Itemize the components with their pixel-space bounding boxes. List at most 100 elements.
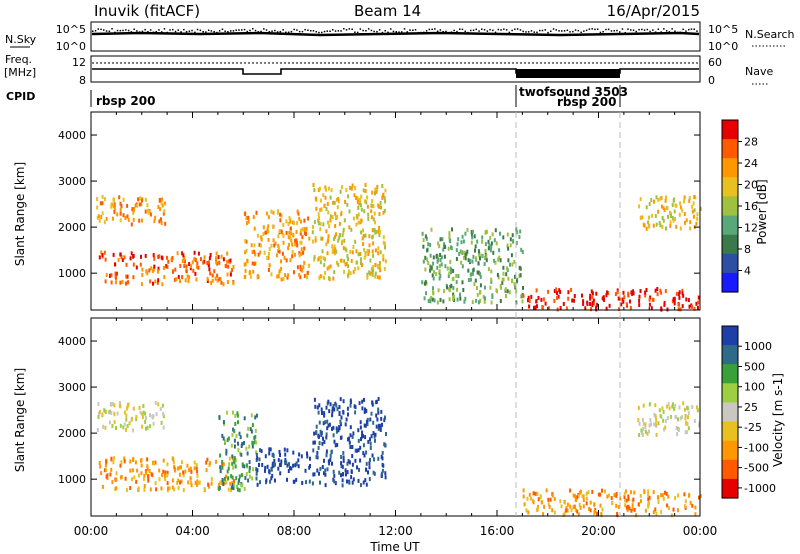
data-cell <box>384 471 387 476</box>
data-cell <box>347 459 350 464</box>
data-cell <box>522 494 525 499</box>
nsearch-point <box>516 28 519 30</box>
data-cell <box>567 290 570 295</box>
nsearch-point <box>685 30 687 32</box>
data-cell <box>551 508 554 513</box>
data-cell <box>655 511 658 516</box>
data-cell <box>230 443 233 448</box>
data-cell <box>425 291 427 296</box>
data-cell <box>645 226 648 231</box>
data-cell <box>511 279 514 284</box>
data-cell <box>328 276 331 281</box>
nsearch-point <box>671 28 673 30</box>
data-cell <box>132 254 135 258</box>
data-cell <box>221 465 224 470</box>
data-cell <box>114 275 117 280</box>
data-cell <box>301 235 304 240</box>
data-cell <box>268 451 271 456</box>
data-cell <box>455 248 458 253</box>
data-cell <box>160 201 163 206</box>
data-cell <box>139 262 142 267</box>
data-cell <box>688 304 691 309</box>
data-cell <box>363 209 366 214</box>
data-cell <box>332 469 335 474</box>
data-cell <box>663 300 666 305</box>
data-cell <box>643 490 646 495</box>
data-cell <box>384 188 387 193</box>
data-cell <box>485 229 488 234</box>
data-cell <box>270 243 273 248</box>
data-cell <box>576 509 579 514</box>
data-cell <box>574 508 577 513</box>
data-cell <box>461 280 464 285</box>
data-cell <box>477 261 480 266</box>
nsearch-point <box>147 31 149 33</box>
nsearch-point <box>163 28 166 30</box>
data-cell <box>448 271 451 276</box>
data-cell <box>427 299 430 303</box>
data-cell <box>480 253 483 258</box>
data-cell <box>623 491 626 496</box>
nsearch-point <box>657 28 660 30</box>
data-cell <box>232 465 235 470</box>
data-cell <box>613 493 616 497</box>
data-cell <box>259 250 262 255</box>
data-cell <box>354 239 357 244</box>
data-cell <box>325 405 328 410</box>
data-cell <box>676 432 679 437</box>
nsearch-point <box>276 31 279 33</box>
data-cell <box>132 458 134 462</box>
data-cell <box>532 500 535 505</box>
data-cell <box>364 233 367 238</box>
data-cell <box>437 241 440 246</box>
data-cell <box>644 429 647 434</box>
nsearch-point <box>541 29 544 32</box>
data-cell <box>246 221 248 226</box>
data-cell <box>162 414 165 419</box>
data-cell <box>384 259 387 264</box>
data-cell <box>327 423 330 428</box>
data-cell <box>450 270 453 275</box>
data-cell <box>255 450 258 455</box>
data-cell <box>642 403 645 408</box>
data-cell <box>142 404 145 408</box>
data-cell <box>325 453 328 458</box>
data-cell <box>311 481 314 486</box>
data-cell <box>254 415 257 420</box>
data-cell <box>674 496 677 501</box>
data-cell <box>466 249 469 254</box>
data-cell <box>140 471 143 476</box>
nsearch-point <box>263 28 265 30</box>
data-cell <box>371 272 374 277</box>
data-cell <box>300 219 302 224</box>
data-cell <box>112 204 115 209</box>
data-cell <box>355 448 358 453</box>
power-colorbar-label: Power [dB] <box>755 179 769 244</box>
data-cell <box>309 456 311 461</box>
nsearch-point <box>486 30 489 32</box>
data-cell <box>171 485 174 490</box>
nsearch-point <box>367 28 370 30</box>
data-cell <box>619 496 622 501</box>
data-cell <box>569 504 572 509</box>
data-cell <box>329 457 332 462</box>
nsearch-point <box>326 30 328 32</box>
data-cell <box>166 255 168 260</box>
nsearch-point <box>136 30 138 32</box>
data-cell <box>365 461 368 466</box>
data-cell <box>155 487 158 492</box>
data-cell <box>423 281 426 286</box>
nsearch-point <box>230 30 232 32</box>
data-cell <box>146 203 149 208</box>
data-cell <box>506 289 509 294</box>
data-cell <box>286 275 289 280</box>
data-cell <box>153 219 156 224</box>
data-cell <box>339 419 342 424</box>
data-cell <box>110 273 113 278</box>
data-cell <box>157 278 160 283</box>
data-cell <box>312 448 315 453</box>
data-cell <box>171 478 174 483</box>
data-cell <box>147 478 150 483</box>
data-cell <box>361 434 363 439</box>
data-cell <box>217 255 220 260</box>
